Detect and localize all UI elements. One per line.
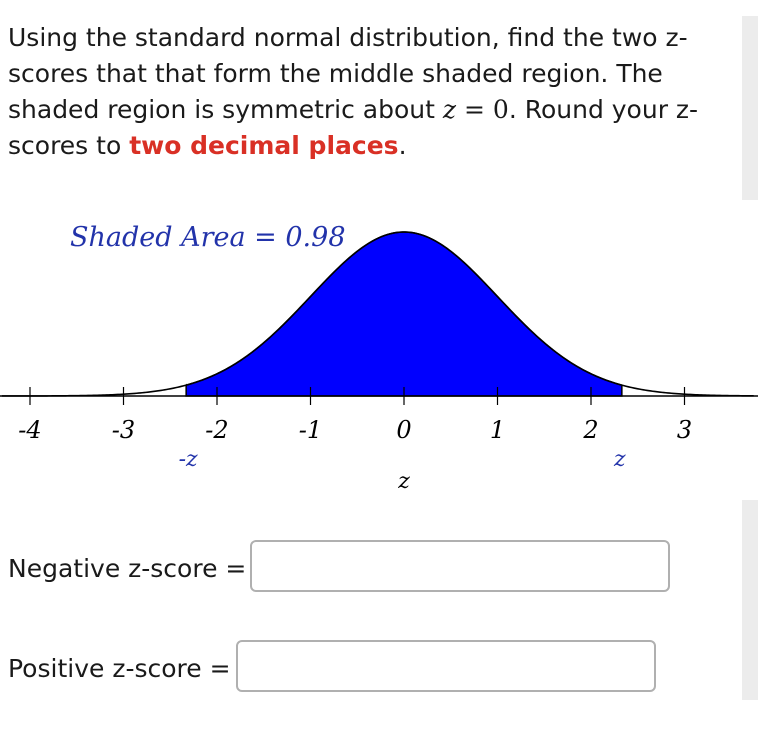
shaded-region xyxy=(185,231,623,397)
question-text: Using the standard normal distribution, … xyxy=(8,20,728,164)
positive-z-label: Positive z-score = xyxy=(8,654,231,683)
pos-z-marker: z xyxy=(613,447,626,472)
neg-z-marker: -z xyxy=(179,447,198,472)
question-part1: Using the standard normal distribution, … xyxy=(8,23,688,124)
normal-distribution-chart: -4 -3 -2 -1 0 1 2 3 -z z z Shaded Area = 0.98 xyxy=(0,222,758,494)
x-axis-label: z xyxy=(397,469,410,494)
shaded-area-annotation: Shaded Area = 0.98 xyxy=(70,222,346,253)
math-variable: z xyxy=(442,95,457,124)
x-tick-label: 0 xyxy=(396,416,411,444)
negative-z-input[interactable] xyxy=(250,540,670,592)
question-part2: . Round your z-scores to xyxy=(8,95,699,160)
positive-z-input[interactable] xyxy=(236,640,656,692)
question-part3: . xyxy=(398,131,407,160)
negative-z-label: Negative z-score = xyxy=(8,554,247,583)
highlight-text: two decimal places xyxy=(129,131,399,160)
density-curve xyxy=(1,231,754,397)
math-equation: = 0 xyxy=(456,95,509,124)
x-tick-label: -2 xyxy=(205,416,228,444)
scrollbar-track[interactable] xyxy=(742,16,758,200)
x-tick-label: -4 xyxy=(18,416,41,444)
scrollbar-track-lower[interactable] xyxy=(742,500,758,700)
x-tick-label: 3 xyxy=(677,416,692,444)
x-tick-label: 1 xyxy=(490,416,505,444)
x-tick-label: 2 xyxy=(582,416,598,444)
x-tick-label: -3 xyxy=(112,416,135,444)
x-tick-label: -1 xyxy=(299,416,322,444)
